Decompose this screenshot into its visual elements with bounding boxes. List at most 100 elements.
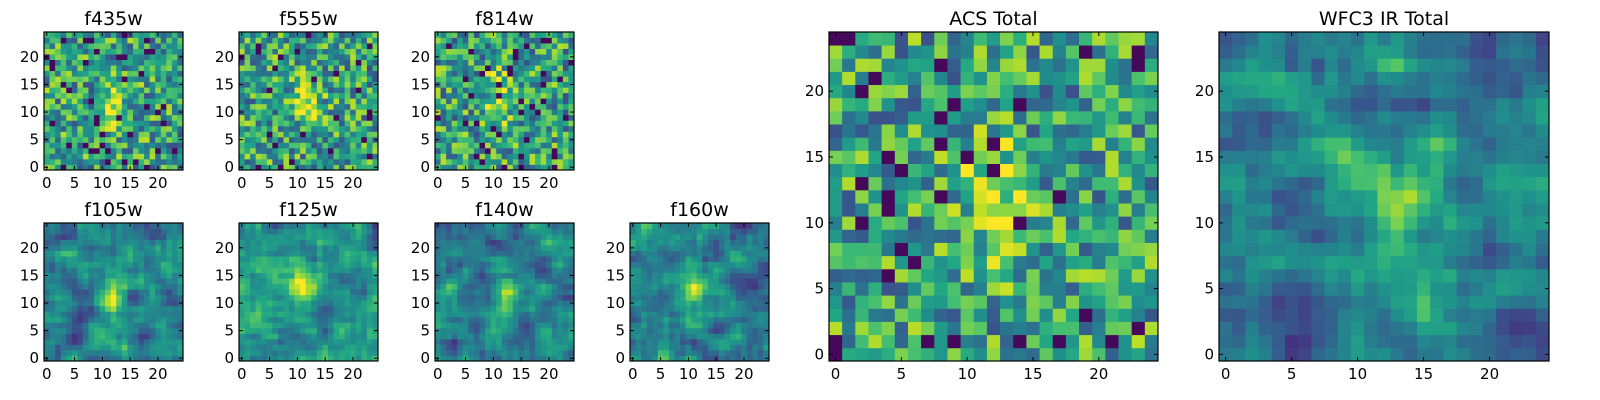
heatmap-cell [562,147,569,154]
heatmap-cell [529,289,536,296]
heatmap-cell [523,109,530,116]
heatmap-cell [746,355,753,362]
heatmap-cell [523,355,530,362]
heatmap-cell [562,131,569,138]
heatmap-cell [496,338,503,345]
heatmap-cell [641,322,648,329]
heatmap-cell [294,131,301,138]
heatmap-cell [149,283,156,290]
heatmap-cell [457,32,464,38]
heatmap-cell [702,344,709,351]
heatmap-cell [344,338,351,345]
heatmap-cell [435,316,441,323]
x-tick-label: 15 [707,365,726,383]
heatmap-cell [255,131,262,138]
heatmap-cell [691,311,698,318]
heatmap-cell [66,65,73,72]
heatmap-cell [355,76,362,83]
heatmap-cell [724,283,731,290]
heatmap-cell [1000,229,1014,243]
heatmap-cell [266,92,273,99]
heatmap-cell [138,223,145,229]
heatmap-cell [289,158,295,165]
heatmap-cell [149,103,156,110]
heatmap-cell [88,131,95,138]
heatmap-cell [361,70,368,77]
heatmap-cell [435,267,441,274]
heatmap-cell [635,278,642,285]
heatmap-cell [44,48,50,55]
heatmap-cell [355,54,362,60]
heatmap-cell [440,333,447,340]
heatmap-cell [557,327,564,334]
heatmap-cell [468,120,475,127]
heatmap-cells [435,32,575,171]
heatmap-cell [71,239,78,246]
heatmap-cell [674,272,681,279]
heatmap-cell [451,234,458,240]
heatmap-cell [66,344,73,351]
heatmap-cell [239,349,245,356]
heatmap-cell [149,147,156,154]
heatmap-cell [440,136,447,143]
heatmap-cell [568,278,575,285]
heatmap-cell [166,223,173,229]
heatmap-cell [71,256,78,263]
heatmap-cell [60,228,67,235]
heatmap-cell [446,239,453,246]
heatmap-cell [1079,282,1093,296]
heatmap-cell [110,272,117,279]
heatmap-cell [707,234,714,240]
heatmap-cell [127,322,134,329]
heatmap-cell [171,76,178,83]
heatmap-cell [60,283,67,290]
x-tick-label: 5 [265,365,275,383]
heatmap-cell [350,48,357,55]
heatmap-cell [562,311,569,318]
heatmap-cell [746,261,753,268]
heatmap-cell [316,322,323,329]
heatmap-cell [300,48,307,55]
heatmap-cell [166,114,173,121]
heatmap-cell [713,239,720,246]
heatmap-cell [557,305,564,312]
heatmap-cell [485,98,491,105]
heatmap-cell [333,70,340,77]
heatmap-cell [289,256,295,263]
heatmap-cell [973,295,988,309]
heatmap-cell [66,153,73,160]
heatmap-cell [735,355,742,362]
heatmap-cell [160,81,167,88]
heatmap-cell [523,136,530,143]
heatmap-cell [490,114,497,121]
heatmap-cell [127,294,134,301]
heatmap-cell [496,109,503,116]
heatmap-cell [451,294,458,301]
heatmap-cell [300,223,307,229]
heatmap-cell [960,347,975,362]
heatmap-cell [490,228,497,235]
heatmap-cell [294,59,301,66]
heatmap-cell [94,228,100,235]
heatmap-cell [261,147,268,154]
heatmap-cell [149,250,156,257]
heatmap-cell [77,300,84,307]
heatmap-cell [512,81,519,88]
heatmap-cell [110,234,117,240]
heatmap-cell [757,223,764,229]
heatmap-cell [829,203,843,217]
heatmap-cell [71,59,78,66]
heatmap-cell [121,239,128,246]
x-tick-label: 0 [42,174,52,192]
heatmap-cell [1013,334,1027,349]
heatmap-cell [485,153,491,160]
heatmap-cell [239,70,245,77]
heatmap-cell [311,250,318,257]
heatmap-cell [657,349,664,356]
heatmap-cell [160,70,167,77]
heatmap-cell [239,322,245,329]
heatmap-cell [177,48,184,55]
heatmap-cell [283,305,290,312]
heatmap-cell [255,48,262,55]
heatmap-cell [668,228,675,235]
